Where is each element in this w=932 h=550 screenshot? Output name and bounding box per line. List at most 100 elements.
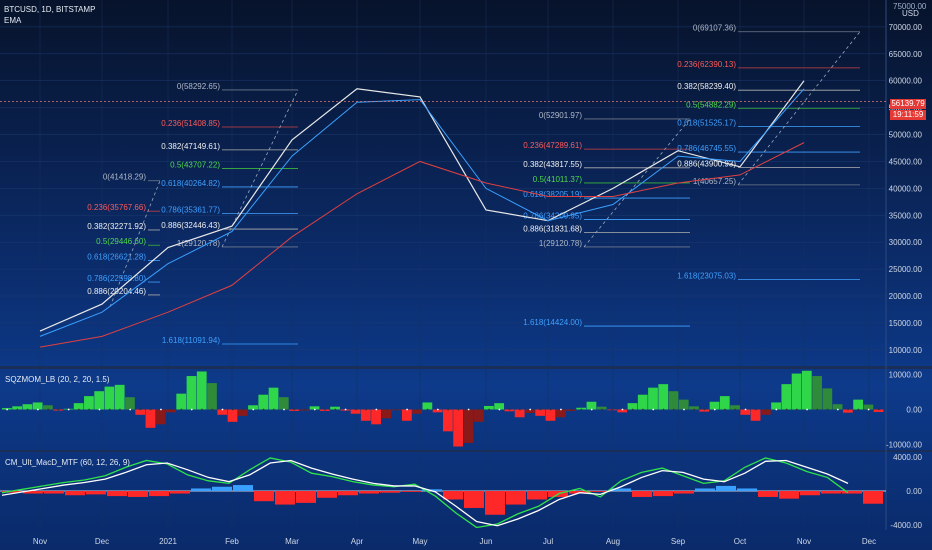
macd-histogram-bar bbox=[632, 491, 652, 497]
squeeze-dot bbox=[324, 408, 326, 411]
macd-histogram-bar bbox=[359, 491, 379, 494]
squeeze-dot bbox=[477, 408, 480, 411]
squeeze-bar bbox=[791, 373, 802, 410]
squeeze-dot bbox=[703, 408, 706, 411]
fib-level-label: 0(41418.29) bbox=[103, 173, 146, 182]
fib-trend-line bbox=[221, 89, 299, 248]
squeeze-bar bbox=[699, 409, 710, 412]
price-tick-label: 15000.00 bbox=[889, 319, 923, 328]
squeeze-dot bbox=[826, 408, 829, 411]
squeeze-bar bbox=[135, 409, 146, 415]
squeeze-bar bbox=[771, 402, 781, 410]
price-tick-label: 40000.00 bbox=[889, 184, 923, 193]
macd-histogram-bar bbox=[758, 491, 778, 497]
ema-slow-line bbox=[39, 142, 805, 348]
macd-histogram-bar bbox=[212, 486, 232, 491]
squeeze-bar bbox=[555, 409, 566, 418]
squeeze-bar bbox=[371, 409, 381, 425]
squeeze-bar bbox=[145, 409, 156, 428]
fib-level-label: 1(29120.78) bbox=[539, 239, 582, 248]
squeeze-bar bbox=[422, 402, 433, 410]
symbol-title: BTCUSD, 1D, BITSTAMP bbox=[4, 5, 96, 14]
macd-histogram-bar bbox=[23, 491, 43, 494]
squeeze-bar bbox=[350, 409, 361, 414]
fib-level-label: 0.786(22598.80) bbox=[87, 274, 146, 283]
squeeze-dot bbox=[436, 408, 439, 411]
squeeze-bar bbox=[545, 409, 556, 421]
squeeze-dot bbox=[293, 408, 296, 411]
squeeze-bar bbox=[576, 407, 587, 410]
time-axis-label: May bbox=[412, 537, 427, 546]
fib-level-label: 0.236(62390.13) bbox=[677, 60, 736, 69]
fib-level-label: 1.618(14424.00) bbox=[523, 318, 582, 327]
last-price-badge: 56139.79 bbox=[890, 99, 926, 109]
macd-histogram-bar bbox=[233, 485, 253, 491]
squeeze-dot bbox=[303, 408, 306, 411]
squeeze-dot bbox=[549, 408, 552, 411]
squeeze-dot bbox=[847, 408, 850, 411]
squeeze-bar bbox=[176, 393, 187, 410]
squeeze-bar bbox=[678, 399, 689, 410]
squeeze-dot bbox=[88, 408, 91, 411]
time-axis-label: Dec bbox=[862, 537, 876, 546]
squeeze-dot bbox=[836, 408, 839, 411]
time-axis-label: Feb bbox=[225, 537, 239, 546]
squeeze-dot bbox=[734, 408, 737, 411]
squeeze-bar bbox=[381, 409, 392, 419]
fib-level-label: 0.382(43817.55) bbox=[523, 160, 582, 169]
squeeze-bar bbox=[853, 399, 863, 410]
macd-histogram-bar bbox=[191, 488, 211, 491]
price-tick-label: 70000.00 bbox=[889, 23, 923, 32]
squeeze-bar bbox=[401, 409, 412, 421]
squeeze-dot bbox=[560, 408, 562, 411]
macd-histogram-bar bbox=[737, 488, 757, 491]
price-scale-top: 75000.00 bbox=[893, 2, 927, 11]
squeeze-dot bbox=[385, 408, 388, 411]
squeeze-dot bbox=[580, 408, 583, 411]
price-tick-label: 30000.00 bbox=[889, 238, 923, 247]
squeeze-dot bbox=[508, 408, 511, 411]
fib-level-label: 0.886(31831.68) bbox=[523, 224, 582, 233]
squeeze-bar bbox=[360, 409, 371, 421]
squeeze-bar bbox=[822, 388, 833, 410]
fib-level-label: 0.618(40264.82) bbox=[161, 179, 220, 188]
macd-histogram-bar bbox=[863, 491, 883, 504]
squeeze-dot bbox=[170, 408, 173, 411]
macd-tick-label: -4000.00 bbox=[890, 521, 922, 530]
squeeze-dot bbox=[78, 408, 80, 411]
squeeze-bar bbox=[514, 409, 525, 418]
macd-histogram-bar bbox=[842, 491, 862, 494]
squeeze-dot bbox=[867, 408, 870, 411]
macd-histogram-bar bbox=[86, 491, 106, 495]
price-tick-label: 65000.00 bbox=[889, 50, 923, 59]
squeeze-dot bbox=[590, 408, 593, 411]
squeeze-bar bbox=[412, 409, 422, 414]
squeeze-bar bbox=[248, 405, 258, 410]
currency-label: USD bbox=[902, 9, 919, 18]
squeeze-bar bbox=[473, 409, 484, 422]
fib-level-label: 0(58292.65) bbox=[177, 82, 220, 91]
macd-histogram-bar bbox=[170, 491, 190, 494]
fib-level-label: 0.5(54882.29) bbox=[686, 100, 736, 109]
macd-histogram-bar bbox=[149, 491, 169, 497]
macd-histogram-bar bbox=[590, 491, 610, 492]
squeeze-tick-label: 10000.00 bbox=[889, 370, 923, 379]
squeeze-dot bbox=[570, 408, 573, 411]
squeeze-dot bbox=[765, 408, 767, 411]
squeeze-dot bbox=[795, 408, 798, 411]
macd-histogram-bar bbox=[317, 491, 337, 498]
squeeze-dot bbox=[488, 408, 491, 411]
squeeze-dot bbox=[119, 408, 121, 411]
fib-level-label: 0.236(47289.61) bbox=[523, 141, 582, 150]
macd-histogram-bar bbox=[800, 491, 820, 496]
squeeze-dot bbox=[98, 408, 101, 411]
squeeze-dot bbox=[252, 408, 255, 411]
price-tick-label: 10000.00 bbox=[889, 346, 923, 355]
squeeze-bar bbox=[258, 394, 269, 410]
squeeze-dot bbox=[447, 408, 450, 411]
time-axis-label: Sep bbox=[671, 537, 686, 546]
squeeze-dot bbox=[754, 408, 757, 411]
squeeze-dot bbox=[662, 408, 665, 411]
